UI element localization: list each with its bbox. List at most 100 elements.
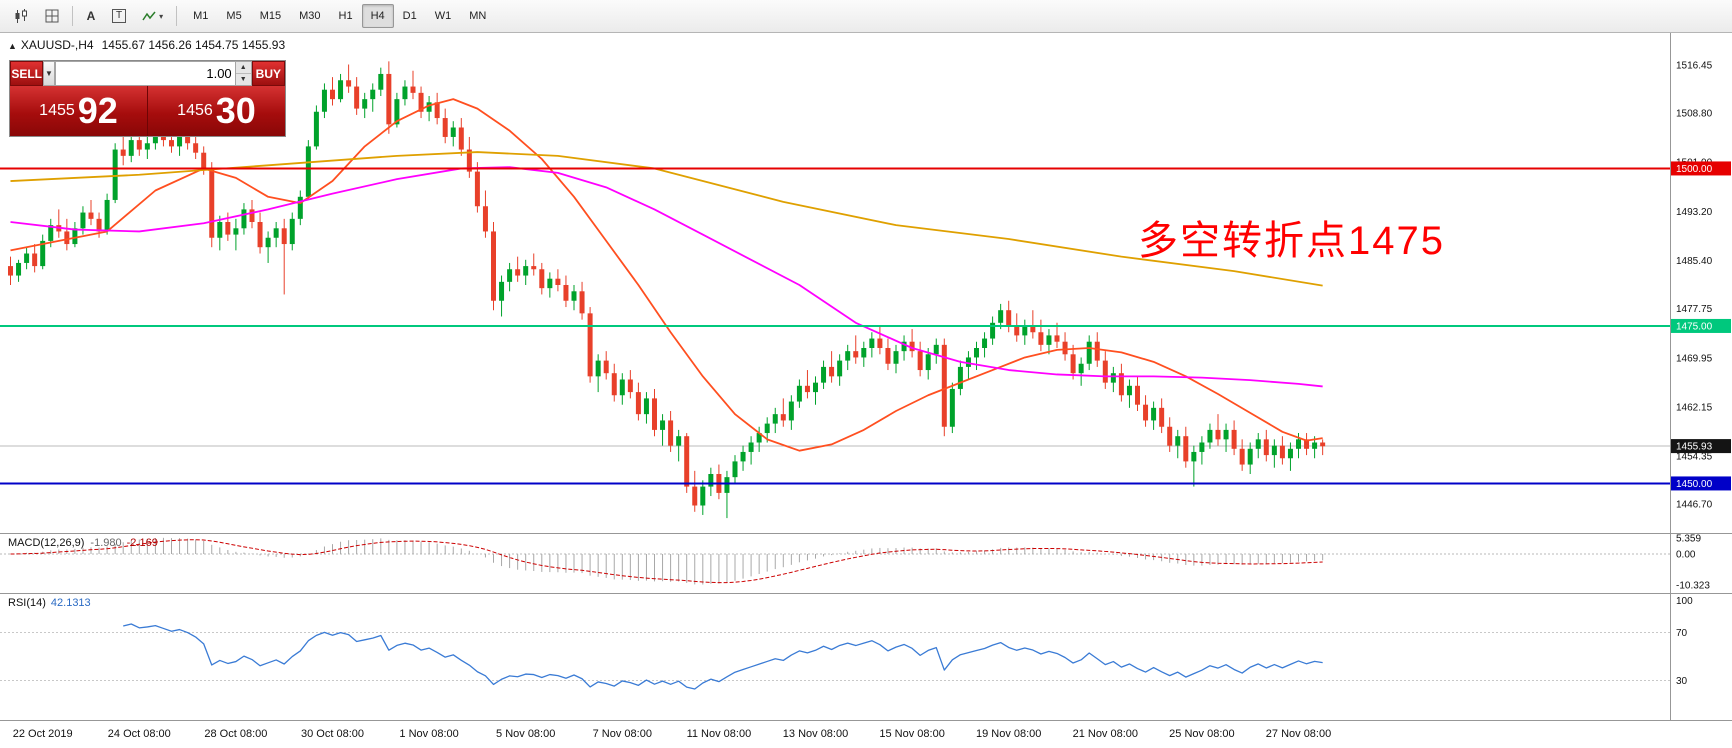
candle <box>957 360 963 396</box>
price-axis-label: 1469.95 <box>1676 353 1713 364</box>
candle <box>796 379 802 408</box>
chart-grid-icon[interactable] <box>37 4 67 28</box>
rsi-axis-label: 100 <box>1676 596 1693 607</box>
candle <box>120 136 126 166</box>
timeframe-m1-button[interactable]: M1 <box>184 4 217 28</box>
candle <box>418 86 424 119</box>
candle <box>531 253 537 276</box>
sell-button[interactable]: SELL <box>10 61 44 86</box>
candle <box>643 392 649 424</box>
order-type-dropdown[interactable]: ▼ <box>43 61 55 86</box>
timeframe-h1-button[interactable]: H1 <box>330 4 362 28</box>
candle <box>321 83 327 119</box>
candle <box>1086 335 1092 371</box>
candle <box>257 212 263 254</box>
macd-signal-line <box>10 539 1323 584</box>
macd-main-value: -1.980 <box>90 537 122 549</box>
candle <box>434 92 440 125</box>
timeframe-w1-button[interactable]: W1 <box>426 4 461 28</box>
candle <box>660 414 666 446</box>
candle <box>265 231 271 263</box>
candle <box>998 303 1004 330</box>
candle <box>965 351 971 380</box>
candle <box>378 67 384 96</box>
candle <box>1231 420 1237 456</box>
bid-price-badge-text: 1455.93 <box>1676 442 1713 453</box>
candle <box>88 199 94 226</box>
timeframe-h4-button[interactable]: H4 <box>361 4 394 28</box>
candle <box>845 344 851 371</box>
chart-shift-marker-icon: ▲ <box>8 41 17 51</box>
price-axis-label: 1485.40 <box>1676 256 1713 267</box>
candlestick-chart-icon[interactable] <box>6 4 37 28</box>
candle <box>740 445 746 471</box>
bid-price-badge <box>1671 439 1731 454</box>
rsi-name: RSI(14) <box>8 597 46 609</box>
toolbar-separator <box>72 6 73 26</box>
candle <box>909 329 915 358</box>
macd-signal-value: -2.169 <box>126 537 158 549</box>
candle <box>1279 436 1285 465</box>
candle <box>990 316 996 345</box>
indicators-icon[interactable]: ▾ <box>134 4 171 28</box>
time-axis-label: 11 Nov 08:00 <box>686 728 752 740</box>
candle <box>177 133 183 156</box>
timeframe-m30-button[interactable]: M30 <box>290 4 329 28</box>
time-axis[interactable]: 22 Oct 2019 24 Oct 08:00 28 Oct 08:00 30 Oc… <box>0 720 1732 748</box>
candle <box>450 121 456 147</box>
text-box-icon[interactable]: T <box>104 4 134 28</box>
candle <box>595 354 601 393</box>
candle <box>305 140 311 200</box>
volume-decrease-button[interactable]: ▼ <box>235 74 251 85</box>
candlestick-glyph <box>15 8 27 23</box>
text-label-icon[interactable]: A <box>78 4 104 28</box>
candle <box>386 61 392 134</box>
candle <box>410 70 416 100</box>
timeframe-mn-button[interactable]: MN <box>460 4 495 28</box>
candle <box>780 398 786 427</box>
timeframe-d1-button[interactable]: D1 <box>394 4 426 28</box>
candle <box>233 218 239 251</box>
time-axis-label: 28 Oct 08:00 <box>204 728 268 740</box>
price-axis-label: 1462.15 <box>1676 402 1713 413</box>
price-axis-label: 1516.45 <box>1676 60 1713 71</box>
indicators-glyph <box>142 11 156 20</box>
candle <box>901 335 907 361</box>
candle <box>941 338 947 437</box>
volume-field: ▲ ▼ <box>54 61 252 86</box>
candle <box>217 215 223 251</box>
volume-input[interactable] <box>55 62 235 85</box>
candle <box>458 118 464 156</box>
candle <box>877 325 883 355</box>
timeframe-m15-button[interactable]: M15 <box>251 4 290 28</box>
buy-button[interactable]: BUY <box>251 61 285 86</box>
candle <box>273 222 279 248</box>
volume-increase-button[interactable]: ▲ <box>235 62 251 74</box>
candle <box>563 275 569 308</box>
candle <box>491 222 496 311</box>
price-badge-1450.00-text: 1450.00 <box>1676 479 1713 490</box>
ask-main-digits: 1456 <box>177 102 213 119</box>
chevron-down-icon: ▾ <box>159 11 164 21</box>
candle <box>1126 379 1132 408</box>
ask-price[interactable]: 1456 30 <box>148 86 285 136</box>
candle <box>692 470 698 512</box>
ask-big-digits: 30 <box>215 90 256 131</box>
candle <box>603 351 609 380</box>
candle <box>1110 366 1116 393</box>
chart-annotation-text[interactable]: 多空转折点1475 <box>1138 219 1445 263</box>
price-badge-1450.00 <box>1671 476 1731 491</box>
time-axis-label: 5 Nov 08:00 <box>496 728 556 740</box>
bid-price[interactable]: 1455 92 <box>10 86 148 136</box>
candle <box>1030 310 1036 339</box>
chevron-down-icon: ▼ <box>45 69 53 78</box>
candle <box>104 193 110 235</box>
candle <box>144 136 150 159</box>
price-badge-1475.00 <box>1671 318 1731 333</box>
candle <box>547 272 553 298</box>
rsi-axis-label: 30 <box>1676 676 1688 687</box>
candle <box>1175 429 1181 459</box>
macd-axis-label: 5.359 <box>1676 533 1701 544</box>
candle <box>627 370 633 399</box>
timeframe-m5-button[interactable]: M5 <box>217 4 250 28</box>
